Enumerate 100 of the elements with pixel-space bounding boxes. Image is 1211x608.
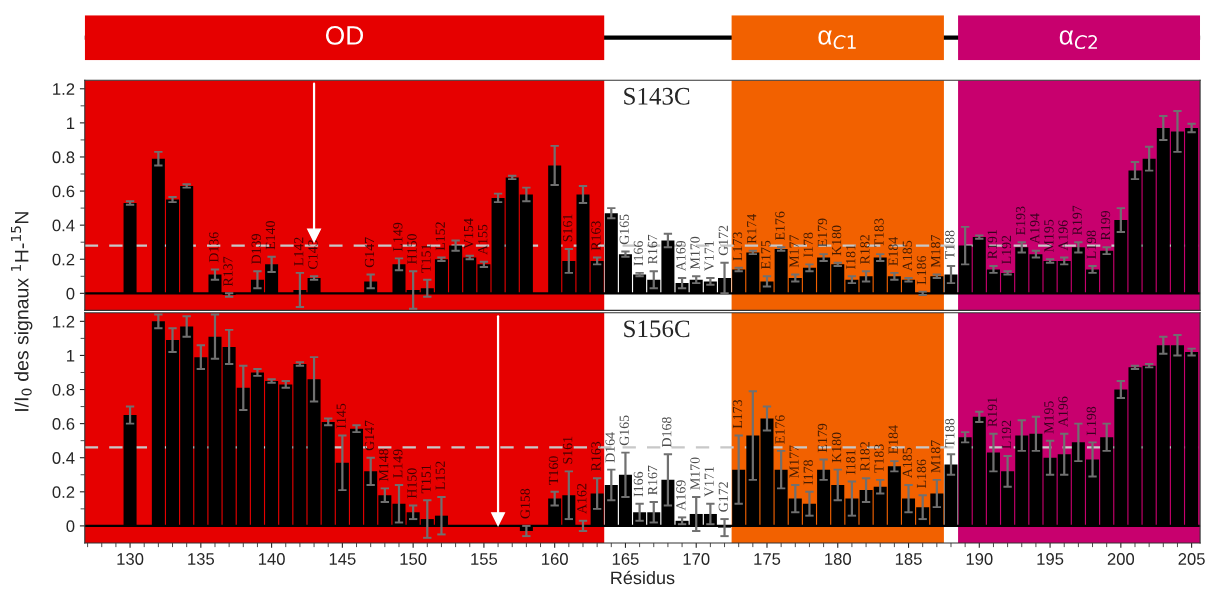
annotation: K180 (831, 432, 842, 463)
annotation: L142 (294, 237, 304, 266)
annotation: A169 (676, 240, 686, 272)
annotation: M170 (690, 457, 700, 490)
annotation: G158 (520, 488, 530, 519)
x-tick-label: 130 (117, 553, 144, 565)
annotation: R197 (1072, 205, 1082, 235)
y-tick-label: 0.2 (52, 486, 75, 499)
annotation: T183 (874, 444, 884, 473)
annotation: I178 (803, 232, 813, 258)
annotation: T188 (945, 418, 955, 448)
x-tick-label: 190 (966, 553, 993, 565)
annotation: R182 (860, 235, 870, 264)
annotation: M195 (1044, 401, 1054, 434)
annotation: M195 (1044, 219, 1054, 253)
annotation: G165 (619, 214, 629, 245)
annotation: V171 (704, 241, 714, 272)
annotation: R182 (860, 442, 870, 471)
annotation: M177 (789, 445, 799, 478)
annotation: M177 (789, 234, 799, 268)
annotation: L149 (393, 449, 403, 478)
annotation: E193 (1015, 206, 1026, 235)
annotation: G147 (364, 420, 375, 451)
y-tick-label: 0.8 (52, 383, 75, 396)
annotation: T188 (945, 230, 955, 259)
chart-title: S143C (624, 87, 690, 105)
y-tick-label: 0.6 (52, 185, 75, 198)
annotation: T151 (421, 465, 431, 494)
y-tick-label: 0 (66, 520, 75, 533)
annotation: C143 (308, 239, 318, 269)
annotation: D136 (209, 232, 219, 263)
annotation: A196 (1058, 220, 1068, 251)
annotation: I166 (633, 241, 644, 266)
annotation: M170 (690, 236, 700, 270)
annotation: A162 (577, 483, 587, 514)
annotation: H150 (407, 468, 417, 499)
annotation: E140 (265, 221, 276, 250)
annotation: L149 (393, 222, 403, 252)
x-tick-label: 145 (329, 553, 356, 565)
x-tick-label: 155 (471, 553, 498, 565)
annotation: A196 (1058, 396, 1068, 427)
annotation: R163 (591, 221, 601, 251)
annotation: L192 (1001, 420, 1012, 449)
annotation: L198 (1086, 406, 1097, 436)
x-tick-label: 185 (895, 553, 922, 565)
y-tick-label: 0.2 (52, 253, 75, 266)
annotation: I181 (846, 450, 856, 475)
annotation: D139 (251, 234, 261, 264)
annotation: E175 (761, 240, 771, 270)
x-tick-label: 205 (1178, 553, 1205, 565)
annotation: M187 (930, 234, 941, 268)
annotation: R191 (987, 397, 997, 427)
annotation: L192 (1001, 235, 1012, 264)
band-label: α$_{C1}$ (818, 30, 856, 50)
y-tick-label: 0.4 (52, 219, 75, 232)
y-axis-title: I/I$_{0}$ des signaux $^{1}$H-$^{15}$N (11, 212, 33, 411)
chart-title: S156C (624, 320, 690, 338)
annotation: G172 (718, 482, 728, 512)
band-label: α$_{C2}$ (1059, 30, 1097, 50)
annotation: H150 (407, 234, 417, 264)
annotation: A194 (1030, 213, 1040, 244)
annotation: L198 (1086, 230, 1097, 259)
annotation: R174 (747, 214, 757, 244)
annotation: L186 (916, 255, 927, 285)
y-tick-label: 1 (67, 117, 75, 129)
annotation: E176 (775, 415, 785, 444)
annotation: I145 (336, 403, 346, 429)
annotation: E184 (888, 236, 898, 266)
annotation: T183 (874, 218, 884, 248)
annotation: S161 (562, 214, 573, 242)
annotation: L152 (435, 461, 445, 490)
annotation: E179 (817, 423, 828, 453)
annotation: L173 (732, 399, 743, 429)
annotation: L173 (732, 232, 743, 261)
annotation: T160 (548, 456, 559, 485)
annotation: D168 (662, 417, 672, 448)
annotation: R191 (987, 229, 997, 259)
y-tick-label: 0.6 (52, 418, 75, 430)
x-tick-label: 170 (683, 553, 710, 565)
annotation: L186 (916, 459, 927, 488)
x-tick-label: 150 (400, 553, 427, 565)
annotation: K180 (831, 225, 842, 256)
x-tick-label: 200 (1107, 553, 1135, 565)
annotation: A169 (676, 480, 686, 511)
annotation: V154 (463, 218, 474, 249)
annotation: G172 (718, 225, 728, 256)
annotation: R167 (647, 465, 658, 495)
y-tick-label: 0 (66, 287, 75, 300)
annotation: G147 (364, 237, 375, 268)
y-tick-label: 1.2 (53, 83, 75, 95)
annotation: S161 (562, 436, 573, 464)
x-tick-label: 165 (612, 553, 639, 565)
annotation: V171 (704, 466, 714, 497)
annotation: R163 (591, 441, 601, 471)
x-tick-label: 180 (825, 553, 852, 565)
x-tick-label: 135 (188, 553, 215, 565)
annotation: M148 (378, 448, 389, 482)
annotation: I166 (633, 471, 644, 497)
annotation: A185 (902, 447, 913, 479)
y-tick-label: 1 (67, 350, 75, 362)
